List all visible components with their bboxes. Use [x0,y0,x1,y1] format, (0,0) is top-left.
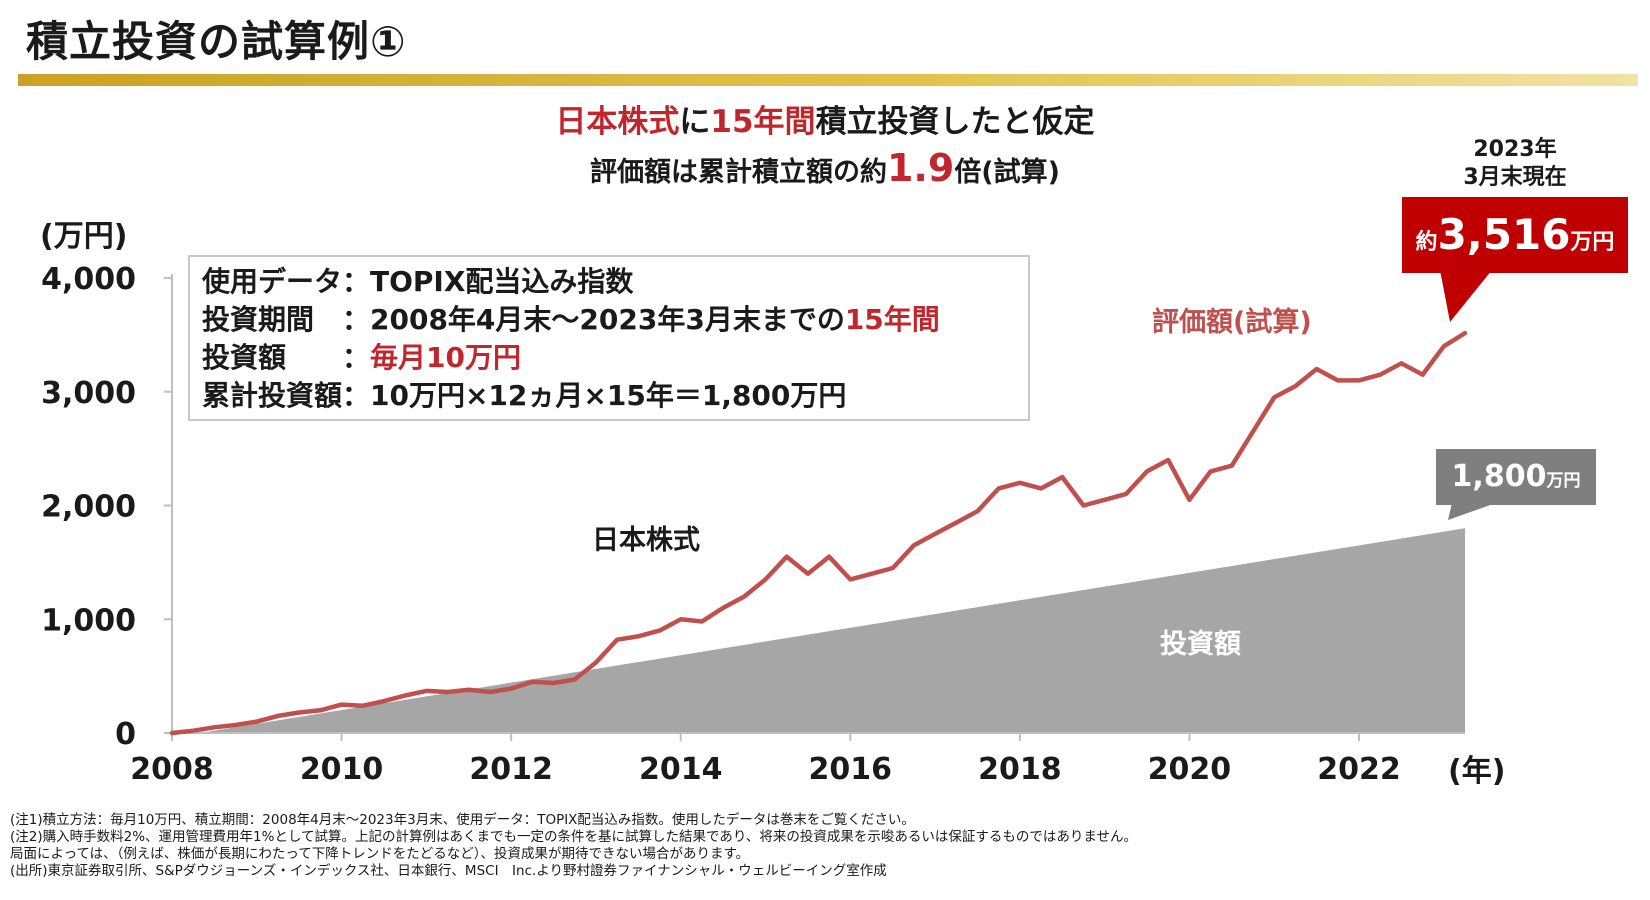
page-title: 積立投資の試算例① [26,17,407,66]
final-value-prefix: 約 [1415,230,1438,255]
final-value-unit: 万円 [1570,230,1615,255]
y-tick-label: 0 [115,717,136,752]
headline-1-period: 15年間 [710,104,816,140]
assumption-period: 投資期間 ：2008年4月末～2023年3月末までの15年間 [202,301,1028,339]
headline-2-lead: 評価額は累計積立額の約 [589,157,887,188]
assumption-data: 使用データ：TOPIX配当込み指数 [202,265,634,298]
x-tick-label: 2016 [809,752,893,787]
as-of-date: 2023年 3月末現在 [1440,136,1590,192]
headline-2-multiple: 1.9 [886,146,955,190]
headline-1-rest: 積立投資したと仮定 [815,104,1095,140]
invested-area [199,528,1465,733]
footnote-4: (出所)東京証券取引所、S&Pダウジョーンズ・インデックス社、日本銀行、MSCI… [10,863,887,879]
assumption-period-years: 15年間 [844,303,940,336]
headline-1-particle: に [679,104,711,140]
x-axis-unit: (年) [1448,754,1505,789]
final-value-number: 3,516 [1437,210,1571,259]
headline-2-tail: 倍(試算) [954,157,1060,188]
as-of-month: 3月末現在 [1463,165,1567,190]
invested-total-number: 1,800 [1451,459,1547,494]
as-of-year: 2023年 [1473,137,1557,162]
footnote-2: (注2)購入時手数料2%、運用管理費用年1%として試算。上記の計算例はあくまでも… [10,829,1137,845]
assumption-period-text: 投資期間 ：2008年4月末～2023年3月末までの [202,303,845,336]
y-tick-label: 3,000 [41,376,136,411]
invested-total-unit: 万円 [1546,471,1581,491]
footnote-1: (注1)積立方法：毎月10万円、積立期間：2008年4月末～2023年3月末、使… [10,812,915,828]
assumptions-box: 使用データ：TOPIX配当込み指数 投資期間 ：2008年4月末～2023年3月… [188,255,1030,421]
y-axis-unit: (万円) [40,219,127,254]
y-tick-label: 1,000 [41,603,136,638]
assumption-total: 累計投資額：10万円×12ヵ月×15年＝1,800万円 [202,379,847,412]
x-tick-label: 2020 [1148,752,1232,787]
invested-total-callout: 1,800万円 [1436,449,1596,505]
headline-1-asset: 日本株式 [555,104,680,140]
assumption-amount-value: 毎月10万円 [370,341,521,374]
assumption-amount: 投資額 ：毎月10万円 [202,339,1028,377]
y-tick-label: 2,000 [41,490,136,525]
assumption-amount-label: 投資額 ： [202,341,371,374]
x-tick-label: 2014 [639,752,723,787]
footnote-3: 局面によっては、（例えば、株価が長期にわたって下降トレンドをたどるなど）、投資成… [10,846,750,862]
final-value-callout: 約3,516万円 [1402,197,1628,273]
x-tick-label: 2022 [1317,752,1401,787]
valuation-line [169,330,1468,736]
headline-2: 評価額は累計積立額の約1.9倍(試算) [0,146,1650,190]
x-tick-label: 2010 [300,752,384,787]
y-tick-label: 4,000 [41,262,136,297]
series-label-invested: 投資額 [1160,629,1241,660]
series-label-valuation: 評価額(試算) [1152,307,1312,338]
x-tick-label: 2008 [130,752,214,787]
invest-callout-pointer [1448,503,1496,520]
x-tick-label: 2012 [469,752,553,787]
headline-1: 日本株式に15年間積立投資したと仮定 [0,96,1650,141]
final-callout-pointer [1440,270,1492,322]
x-tick-label: 2018 [978,752,1062,787]
title-underline [18,74,1638,86]
footnotes: (注1)積立方法：毎月10万円、積立期間：2008年4月末～2023年3月末、使… [10,812,1137,880]
series-label-japan-stocks: 日本株式 [592,525,700,556]
